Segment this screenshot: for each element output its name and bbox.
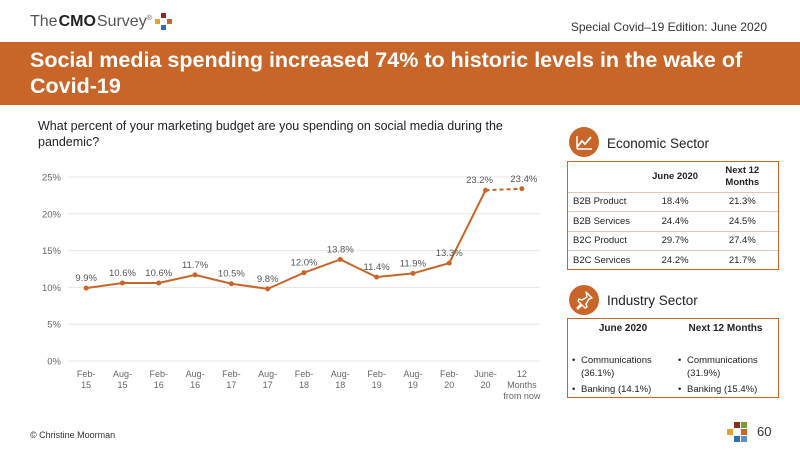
data-label: 10.6%	[109, 268, 136, 279]
data-label: 13.3%	[436, 248, 463, 259]
data-label: 10.5%	[218, 269, 245, 280]
list-item: Banking (14.1%)	[572, 384, 676, 397]
table-row: B2B Services 24.4% 24.5%	[568, 211, 778, 231]
logo-prefix: The	[30, 13, 58, 30]
data-label: 11.7%	[182, 260, 209, 271]
row-label: B2B Product	[568, 191, 644, 212]
data-point	[446, 260, 452, 266]
projection-line	[485, 187, 522, 192]
row-june: 24.4%	[643, 211, 707, 231]
data-label: 23.2%	[466, 175, 493, 186]
row-june: 18.4%	[643, 191, 707, 212]
industry-sector-title: Industry Sector	[607, 293, 698, 308]
table-row: B2C Services 24.2% 21.7%	[568, 250, 778, 270]
row-next: 21.7%	[706, 250, 778, 270]
row-label: B2C Services	[568, 250, 644, 270]
econ-col-next: Next 12 Months	[725, 164, 760, 188]
x-tick-label: Aug-18	[331, 369, 350, 390]
data-point	[301, 270, 307, 276]
page-number: 60	[757, 424, 772, 439]
y-tick-label: 5%	[47, 320, 61, 331]
survey-question: What percent of your marketing budget ar…	[38, 119, 503, 149]
data-point	[483, 187, 489, 193]
edition-label: Special Covid–19 Edition: June 2020	[570, 20, 767, 34]
x-tick-label: Aug-17	[258, 369, 277, 390]
data-label: 12.0%	[291, 258, 318, 269]
x-tick-label: Feb-17	[222, 369, 241, 390]
corner-dots-icon	[727, 422, 747, 442]
logo-dots-icon	[154, 13, 172, 30]
economic-sector-table: June 2020 Next 12 Months B2B Product 18.…	[567, 161, 779, 270]
row-next: 21.3%	[706, 191, 778, 212]
data-label: 11.4%	[363, 262, 390, 273]
table-row: B2B Product 18.4% 21.3%	[568, 191, 778, 212]
industry-next-list: Communications (31.9%) Banking (15.4%)	[678, 355, 778, 401]
row-label: B2B Services	[568, 211, 644, 231]
economic-sector-title: Economic Sector	[607, 136, 710, 151]
industry-col-next: Next 12 Months	[688, 323, 763, 334]
x-tick-label: Feb-15	[77, 369, 96, 390]
x-tick-label: Aug-16	[186, 369, 205, 390]
pushpin-icon	[569, 285, 599, 315]
y-tick-label: 15%	[42, 246, 62, 257]
data-point	[228, 281, 234, 287]
cmo-survey-logo: The CMO Survey ®	[30, 13, 172, 31]
x-tick-label: Feb-20	[440, 369, 459, 390]
list-item: Communications (31.9%)	[678, 355, 778, 380]
data-label: 10.6%	[145, 268, 172, 279]
data-point	[374, 274, 380, 280]
row-next: 24.5%	[706, 211, 778, 231]
econ-col-june: June 2020	[652, 170, 699, 182]
x-tick-label: Aug-19	[403, 369, 422, 390]
list-item: Communications (36.1%)	[572, 355, 676, 380]
data-point	[192, 272, 198, 278]
y-tick-label: 10%	[42, 283, 62, 294]
series-line	[86, 189, 487, 290]
list-item: Banking (15.4%)	[678, 384, 778, 397]
x-tick-label: June-20	[474, 369, 497, 390]
page-title: Social media spending increased 74% to h…	[30, 48, 743, 98]
row-june: 24.2%	[643, 250, 707, 270]
copyright: © Christine Moorman	[30, 430, 116, 440]
data-label: 11.9%	[400, 258, 427, 269]
row-label: B2C Product	[568, 230, 644, 251]
title-banner	[0, 42, 800, 105]
x-tick-label: Aug-15	[113, 369, 132, 390]
logo-suffix: Survey	[96, 13, 147, 30]
data-label: 9.9%	[75, 273, 97, 284]
data-point	[83, 285, 89, 291]
data-label: 13.8%	[327, 244, 354, 255]
y-tick-label: 25%	[42, 173, 62, 184]
x-tick-label: Feb-19	[367, 369, 386, 390]
industry-sector-table: June 2020 Next 12 Months Communications …	[567, 318, 779, 398]
x-tick-label: 12 Months from now	[503, 369, 541, 400]
data-point	[119, 280, 125, 286]
x-tick-label: Feb-18	[295, 369, 314, 390]
data-point	[410, 270, 416, 276]
line-chart-icon	[569, 127, 599, 157]
data-point	[519, 186, 525, 192]
data-point	[156, 280, 162, 286]
row-june: 29.7%	[643, 230, 707, 251]
table-row: B2C Product 29.7% 27.4%	[568, 230, 778, 251]
logo-brand: CMO	[58, 13, 96, 30]
y-tick-label: 20%	[42, 209, 62, 220]
data-point	[337, 256, 343, 262]
row-next: 27.4%	[706, 230, 778, 251]
data-label: 23.4%	[510, 174, 537, 185]
data-label: 9.8%	[257, 274, 279, 285]
industry-col-june: June 2020	[598, 323, 648, 334]
line-chart: 0% 5% 10% 15% 20% 25% Feb-15 Aug-15 Feb-16 Aug-16…	[42, 173, 541, 401]
x-tick-label: Feb-16	[150, 369, 169, 390]
y-tick-label: 0%	[47, 357, 61, 368]
logo-trademark: ®	[146, 15, 152, 22]
industry-june-list: Communications (36.1%) Banking (14.1%)	[572, 355, 676, 401]
data-point	[265, 286, 271, 292]
